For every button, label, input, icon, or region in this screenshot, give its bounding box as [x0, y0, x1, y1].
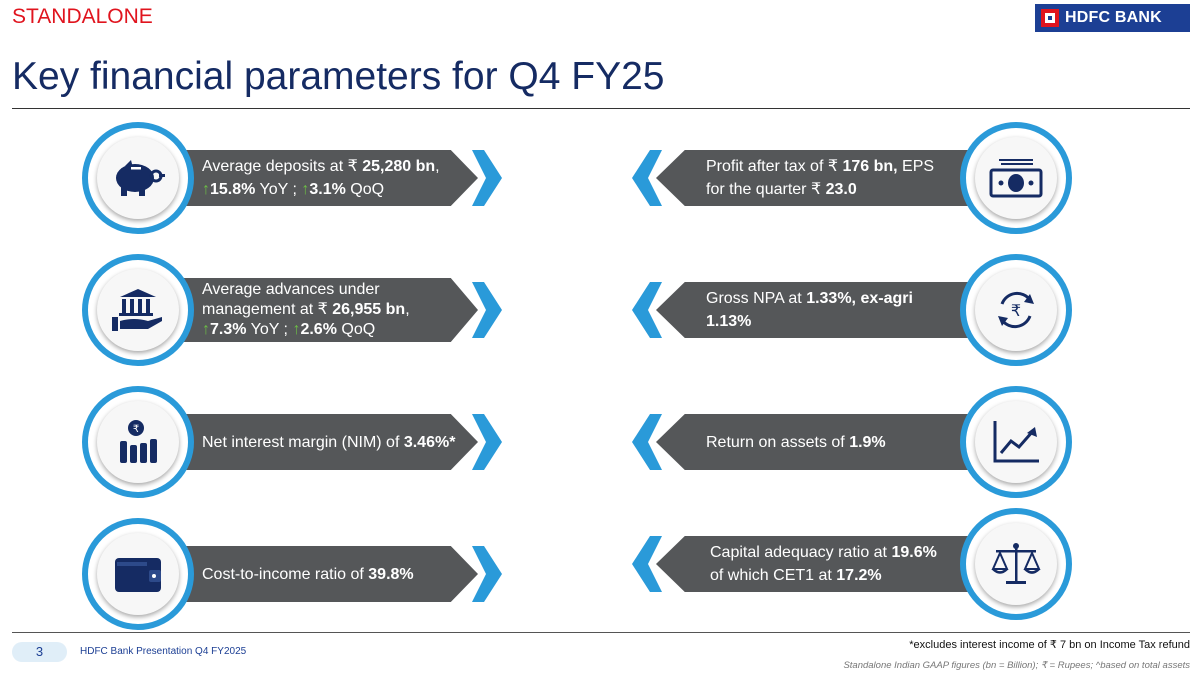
kpi-bar: Return on assets of 1.9%: [656, 414, 1016, 470]
bank-hand-icon: [112, 289, 162, 331]
chevron-left-icon: [632, 414, 662, 470]
chevron-right-icon: [472, 414, 502, 470]
footnote: *excludes interest income of ₹ 7 bn on I…: [909, 639, 1190, 651]
kpi-bar: Capital adequacy ratio at 19.6% of which…: [656, 536, 1016, 592]
icon-ring: ₹: [82, 386, 194, 498]
page-title: Key financial parameters for Q4 FY25: [12, 55, 665, 98]
svg-text:₹: ₹: [1011, 301, 1021, 320]
icon-ring: [960, 122, 1072, 234]
rupee-chart-icon: ₹: [120, 420, 157, 463]
wallet-icon: [115, 558, 161, 592]
icon-ring: [960, 386, 1072, 498]
svg-text:₹: ₹: [133, 424, 139, 435]
standalone-tag: STANDALONE: [12, 5, 153, 28]
trend-chart-icon: [993, 421, 1039, 463]
kpi-bar: Average deposits at ₹ 25,280 bn, ↑15.8% …: [138, 150, 478, 206]
hdfc-bank-logo: HDFC BANK: [1035, 4, 1190, 32]
chevron-left-icon: [632, 536, 662, 592]
figures-legend: Standalone Indian GAAP figures (bn = Bil…: [843, 660, 1190, 671]
kpi-card-gross-npa: Gross NPA at 1.33%, ex-agri 1.13% ₹: [632, 254, 1072, 366]
page-number: 3: [12, 642, 67, 662]
logo-mark-icon: [1041, 9, 1059, 27]
chevron-right-icon: [472, 150, 502, 206]
chevron-right-icon: [472, 546, 502, 602]
chevron-right-icon: [472, 282, 502, 338]
banknote-icon: [989, 159, 1043, 198]
rupee-cycle-icon: ₹: [998, 291, 1034, 329]
kpi-card-nim: Net interest margin (NIM) of 3.46%* ₹: [82, 386, 522, 498]
icon-ring: [82, 122, 194, 234]
piggy-bank-icon: [116, 160, 165, 196]
title-divider: [12, 108, 1190, 109]
icon-ring: [82, 518, 194, 630]
kpi-card-cost-to-income: Cost-to-income ratio of 39.8%: [82, 518, 522, 630]
icon-ring: [82, 254, 194, 366]
kpi-card-average-deposits: Average deposits at ₹ 25,280 bn, ↑15.8% …: [82, 122, 522, 234]
kpi-bar: Net interest margin (NIM) of 3.46%*: [138, 414, 478, 470]
chevron-left-icon: [632, 150, 662, 206]
kpi-card-capital-adequacy: Capital adequacy ratio at 19.6% of which…: [632, 508, 1072, 620]
icon-ring: ₹: [960, 254, 1072, 366]
kpi-card-average-advances: Average advances under management at ₹ 2…: [82, 254, 522, 366]
kpi-card-profit-after-tax: Profit after tax of ₹ 176 bn, EPS for th…: [632, 122, 1072, 234]
footer-divider: [12, 632, 1190, 633]
balance-scale-icon: [991, 543, 1041, 584]
kpi-bar: Profit after tax of ₹ 176 bn, EPS for th…: [656, 150, 1016, 206]
chevron-left-icon: [632, 282, 662, 338]
logo-text: HDFC BANK: [1065, 9, 1162, 26]
kpi-bar: Average advances under management at ₹ 2…: [138, 278, 478, 342]
kpi-bar: Cost-to-income ratio of 39.8%: [138, 546, 478, 602]
icon-ring: [960, 508, 1072, 620]
kpi-bar: Gross NPA at 1.33%, ex-agri 1.13%: [656, 282, 1016, 338]
kpi-card-return-on-assets: Return on assets of 1.9%: [632, 386, 1072, 498]
presentation-label: HDFC Bank Presentation Q4 FY2025: [80, 646, 247, 657]
